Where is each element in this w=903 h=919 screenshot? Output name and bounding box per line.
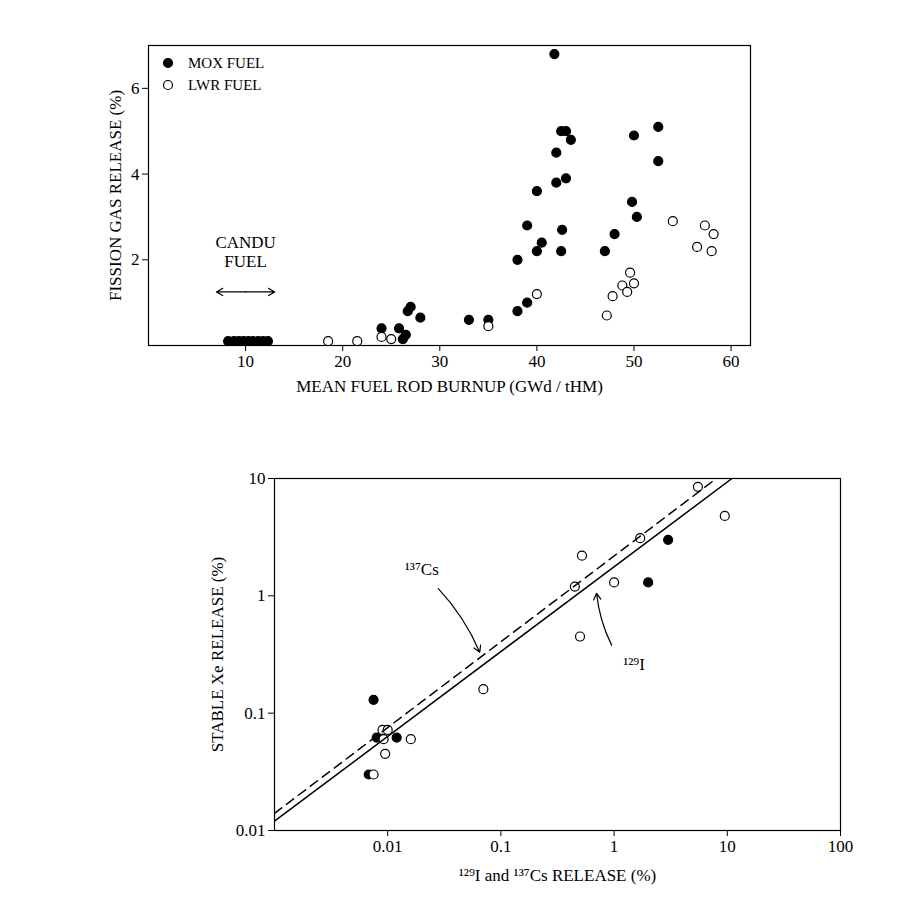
- svg-text:CANDUFUEL: CANDUFUEL: [215, 233, 275, 271]
- svg-text:10: 10: [719, 837, 736, 856]
- svg-text:60: 60: [723, 352, 740, 371]
- svg-text:MOX FUEL: MOX FUEL: [188, 55, 264, 71]
- svg-text:10: 10: [237, 352, 254, 371]
- svg-text:STABLE Xe RELEASE (%): STABLE Xe RELEASE (%): [208, 557, 227, 753]
- svg-text:0.1: 0.1: [244, 704, 265, 723]
- svg-text:0.01: 0.01: [236, 821, 266, 840]
- svg-text:0.1: 0.1: [490, 837, 511, 856]
- svg-text:MEAN FUEL ROD BURNUP (GWd / tH: MEAN FUEL ROD BURNUP (GWd / tHM): [296, 377, 603, 396]
- svg-text:¹³⁷Cs: ¹³⁷Cs: [405, 560, 439, 579]
- svg-text:50: 50: [625, 352, 642, 371]
- svg-text:30: 30: [431, 352, 448, 371]
- svg-text:20: 20: [334, 352, 351, 371]
- svg-text:1: 1: [610, 837, 619, 856]
- svg-text:¹²⁹I and ¹³⁷Cs RELEASE (%): ¹²⁹I and ¹³⁷Cs RELEASE (%): [459, 866, 657, 885]
- svg-text:2: 2: [131, 250, 140, 269]
- svg-text:4: 4: [131, 165, 140, 184]
- svg-text:10: 10: [249, 469, 266, 488]
- svg-text:¹²⁹I: ¹²⁹I: [623, 655, 645, 674]
- svg-text:40: 40: [528, 352, 545, 371]
- svg-text:100: 100: [828, 837, 854, 856]
- svg-text:FISSION GAS RELEASE (%): FISSION GAS RELEASE (%): [106, 90, 125, 301]
- svg-text:1: 1: [257, 586, 266, 605]
- svg-text:6: 6: [131, 79, 140, 98]
- svg-text:LWR FUEL: LWR FUEL: [188, 77, 261, 93]
- svg-text:0.01: 0.01: [373, 837, 403, 856]
